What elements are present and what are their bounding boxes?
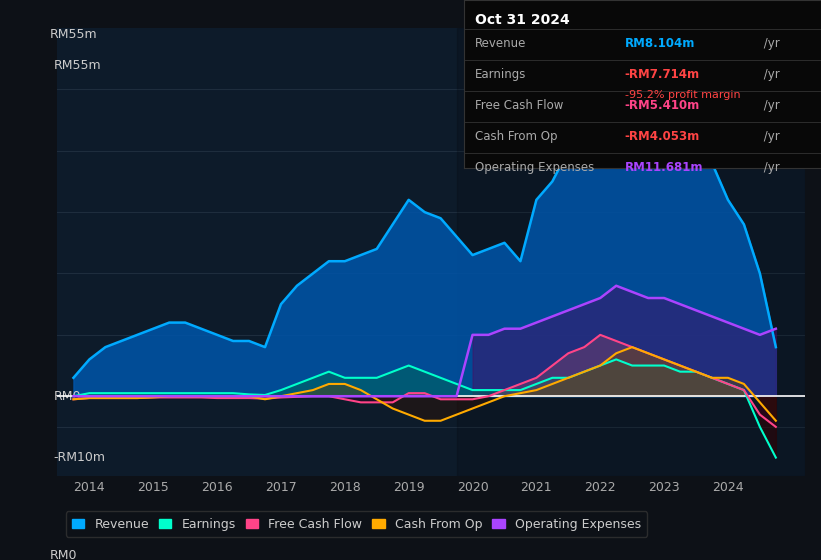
Text: Free Cash Flow: Free Cash Flow (475, 99, 563, 112)
Text: /yr: /yr (760, 161, 780, 174)
Text: -95.2% profit margin: -95.2% profit margin (625, 90, 741, 100)
Bar (456, 28, 805, 476)
Text: -RM4.053m: -RM4.053m (625, 130, 699, 143)
Text: RM11.681m: RM11.681m (625, 161, 703, 174)
Text: RM8.104m: RM8.104m (625, 37, 695, 50)
Text: RM55m: RM55m (53, 59, 101, 72)
Text: Earnings: Earnings (475, 68, 526, 81)
Legend: Revenue, Earnings, Free Cash Flow, Cash From Op, Operating Expenses: Revenue, Earnings, Free Cash Flow, Cash … (66, 511, 647, 537)
Text: Revenue: Revenue (475, 37, 526, 50)
Text: -RM7.714m: -RM7.714m (625, 68, 699, 81)
Text: -RM5.410m: -RM5.410m (625, 99, 699, 112)
Text: /yr: /yr (760, 37, 780, 50)
Text: Cash From Op: Cash From Op (475, 130, 557, 143)
Text: Operating Expenses: Operating Expenses (475, 161, 594, 174)
Text: RM0: RM0 (53, 390, 81, 403)
Text: /yr: /yr (760, 68, 780, 81)
Text: RM55m: RM55m (50, 28, 98, 41)
Text: Oct 31 2024: Oct 31 2024 (475, 13, 569, 27)
Text: -RM10m: -RM10m (53, 451, 106, 464)
Text: /yr: /yr (760, 130, 780, 143)
Text: RM0: RM0 (50, 549, 77, 560)
Text: /yr: /yr (760, 99, 780, 112)
